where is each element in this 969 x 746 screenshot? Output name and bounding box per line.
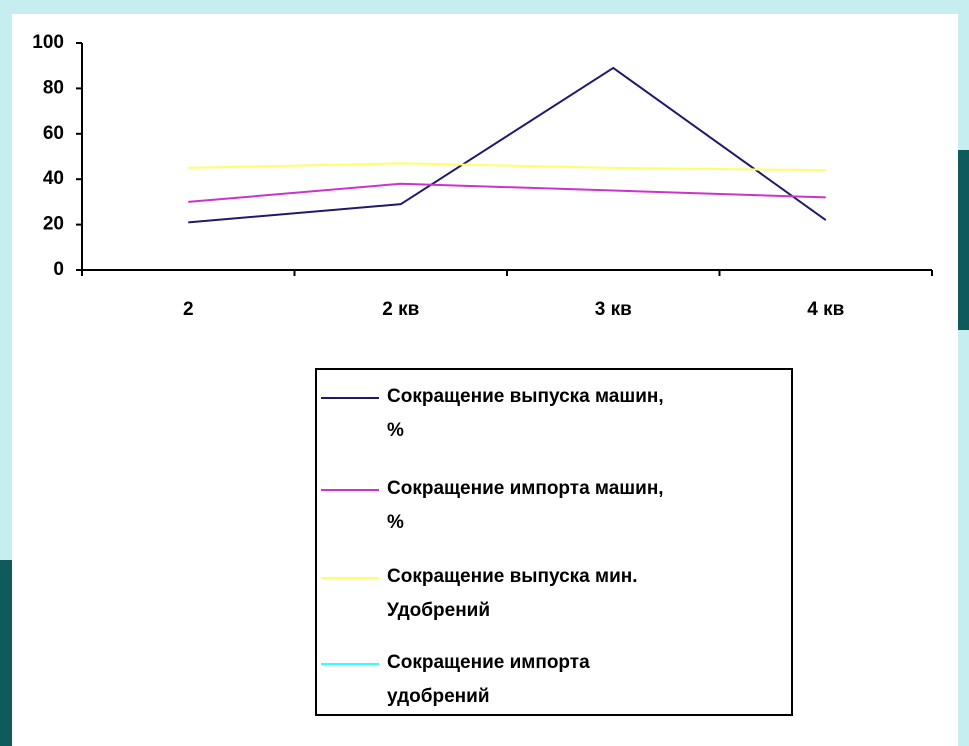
legend-entry: Сокращение импорта машин, % [321, 478, 664, 540]
y-tick-label: 100 [32, 32, 64, 53]
legend-swatch [321, 577, 379, 579]
y-tick-label: 40 [43, 168, 64, 189]
y-tick-label: 20 [43, 214, 64, 235]
legend-label: Сокращение импорта машин, % [387, 478, 664, 533]
legend-entry: Сокращение выпуска машин, % [321, 386, 664, 448]
y-tick-label: 60 [43, 123, 64, 144]
background-shape [958, 150, 969, 330]
legend: Сокращение выпуска машин, % Сокращение им… [315, 368, 793, 716]
series-line [188, 66, 827, 224]
x-tick-label: 2 кв [382, 299, 419, 320]
legend-swatch [321, 489, 379, 491]
series-line [188, 162, 826, 172]
x-tick-label: 3 кв [595, 299, 632, 320]
y-tick-label: 80 [43, 77, 64, 98]
legend-label: Сокращение выпуска машин, % [387, 386, 664, 441]
legend-label: Сокращение импорта удобрений [387, 652, 590, 707]
x-tick-label: 2 [183, 299, 194, 320]
legend-label: Сокращение выпуска мин. Удобрений [387, 566, 638, 621]
legend-entry: Сокращение импорта удобрений [321, 652, 590, 714]
y-tick-label: 0 [53, 259, 64, 280]
x-tick-label: 4 кв [807, 299, 844, 320]
legend-entry: Сокращение выпуска мин. Удобрений [321, 566, 638, 628]
legend-swatch [321, 397, 379, 399]
series-line [188, 182, 826, 203]
legend-swatch [321, 663, 379, 665]
